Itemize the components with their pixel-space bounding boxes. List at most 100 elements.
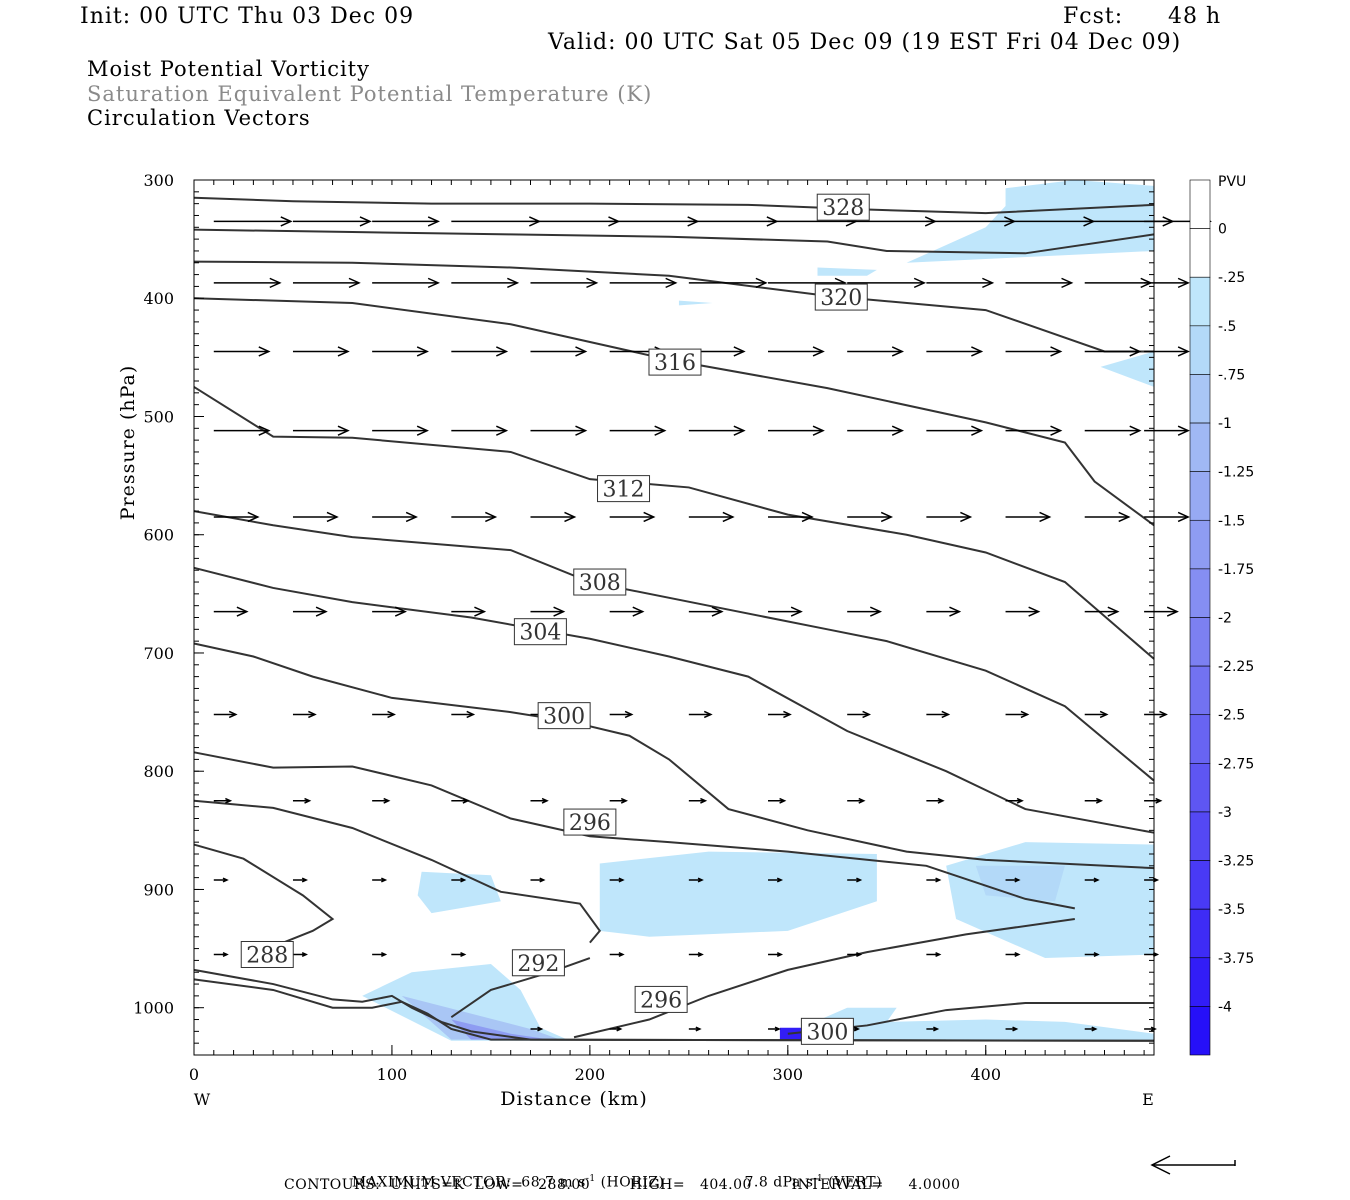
vector-arrow xyxy=(1005,877,1021,883)
contour-label-8: 296 xyxy=(563,808,617,836)
y-tick-label: 300 xyxy=(143,171,174,190)
vector-head xyxy=(869,606,883,617)
vector-head xyxy=(553,606,566,617)
vector-head xyxy=(387,710,396,719)
vector-arrow xyxy=(530,277,599,289)
vector-arrow xyxy=(530,606,566,617)
vector-arrow xyxy=(1144,1026,1157,1032)
contour-label-13: 296 xyxy=(634,985,688,1013)
pv-shade-1 xyxy=(817,267,877,276)
vector-head xyxy=(301,952,308,957)
contour-label-box xyxy=(240,940,294,968)
vector-arrow xyxy=(530,797,549,804)
pv-shade-3 xyxy=(1100,351,1154,387)
contour-label-text: 312 xyxy=(603,478,645,503)
contour-label-4: 312 xyxy=(597,475,651,503)
vector-arrow xyxy=(372,216,440,227)
vector-head xyxy=(301,877,308,883)
colorbar-swatch xyxy=(1189,276,1211,327)
vector-head xyxy=(856,952,863,957)
colorbar-label: -1 xyxy=(1218,416,1232,432)
vector-arrow xyxy=(292,710,317,719)
vector-arrow xyxy=(213,277,282,289)
contour-label-6: 304 xyxy=(513,618,567,646)
vector-head xyxy=(1150,1026,1157,1032)
vector-arrow xyxy=(609,277,678,289)
vector-head xyxy=(1091,1026,1098,1032)
colorbar-label: -.25 xyxy=(1218,270,1245,286)
vector-head xyxy=(1095,797,1104,804)
vector-head xyxy=(1093,877,1100,883)
vector-arrow xyxy=(372,277,440,289)
contour-label-text: 300 xyxy=(806,1020,848,1045)
vector-arrow xyxy=(530,216,621,227)
vector-head xyxy=(1099,710,1109,719)
vector-head xyxy=(755,277,768,289)
vector-head xyxy=(564,511,577,523)
plot-frame xyxy=(193,179,1155,1056)
vector-head xyxy=(858,797,866,804)
vector-arrow xyxy=(1084,952,1100,957)
vector-head xyxy=(575,425,588,436)
contour-label-2: 320 xyxy=(814,283,868,311)
vector-head xyxy=(862,710,872,719)
vector-arrow xyxy=(609,606,645,617)
vector-arrow xyxy=(213,511,260,523)
vector-head xyxy=(880,511,894,523)
vector-head xyxy=(462,797,470,804)
y-axis-title: Pressure (hPa) xyxy=(117,365,139,521)
reference-vector-arrow xyxy=(1150,1155,1236,1175)
vector-head xyxy=(315,606,328,617)
vector-head xyxy=(695,1026,702,1032)
vector-arrow xyxy=(768,952,784,957)
vector-arrow xyxy=(451,952,467,957)
vector-head xyxy=(971,425,984,436)
vector-head xyxy=(466,710,476,719)
colorbar-label: -2 xyxy=(1218,611,1232,627)
vector-arrow xyxy=(451,277,520,289)
vector-head xyxy=(935,952,942,957)
vector-head xyxy=(774,1026,781,1032)
theta-e-contour-7 xyxy=(193,642,1155,870)
vector-head xyxy=(1129,425,1142,436)
pv-shade-2 xyxy=(678,300,713,306)
theta-e-contour-5 xyxy=(193,510,1155,782)
vector-head xyxy=(1152,877,1160,883)
vector-arrow xyxy=(451,346,509,357)
theta-e-contour-layer xyxy=(193,196,1155,1042)
vector-head xyxy=(383,797,391,804)
vector-arrow xyxy=(688,710,713,719)
vector-arrow xyxy=(926,346,984,357)
vector-head xyxy=(801,511,814,523)
vector-head xyxy=(308,710,317,719)
vector-arrow xyxy=(372,425,429,436)
vector-head xyxy=(618,952,625,957)
vector-head xyxy=(326,511,339,523)
vector-head xyxy=(222,877,229,883)
max-horiz-superscript: -1 xyxy=(585,1174,596,1184)
vector-arrow xyxy=(609,710,634,719)
vector-arrow xyxy=(1144,606,1179,617)
vector-arrow xyxy=(292,877,308,883)
vector-head xyxy=(960,511,973,523)
vector-arrow xyxy=(847,425,905,436)
vector-arrow xyxy=(1144,346,1190,357)
contour-label-box xyxy=(634,985,688,1013)
contour-label-10: 288 xyxy=(240,940,294,968)
vector-arrow xyxy=(530,425,588,436)
contour-label-box xyxy=(597,475,651,503)
vector-arrow xyxy=(926,1026,940,1032)
theta-e-contour-2 xyxy=(193,260,1154,353)
vector-head xyxy=(783,710,792,719)
vector-arrow xyxy=(530,346,588,357)
vector-arrow xyxy=(1144,797,1163,804)
vector-head xyxy=(1012,1026,1019,1032)
vector-arrow xyxy=(292,425,350,436)
colorbar-swatch xyxy=(1189,714,1211,764)
colorbar-label: -1.25 xyxy=(1218,465,1254,481)
theta-e-contour-13 xyxy=(573,918,1075,1039)
contour-label-text: 328 xyxy=(822,196,864,221)
vector-head xyxy=(507,277,520,289)
colorbar-label: -2.75 xyxy=(1218,756,1254,772)
vector-arrow xyxy=(768,797,787,804)
